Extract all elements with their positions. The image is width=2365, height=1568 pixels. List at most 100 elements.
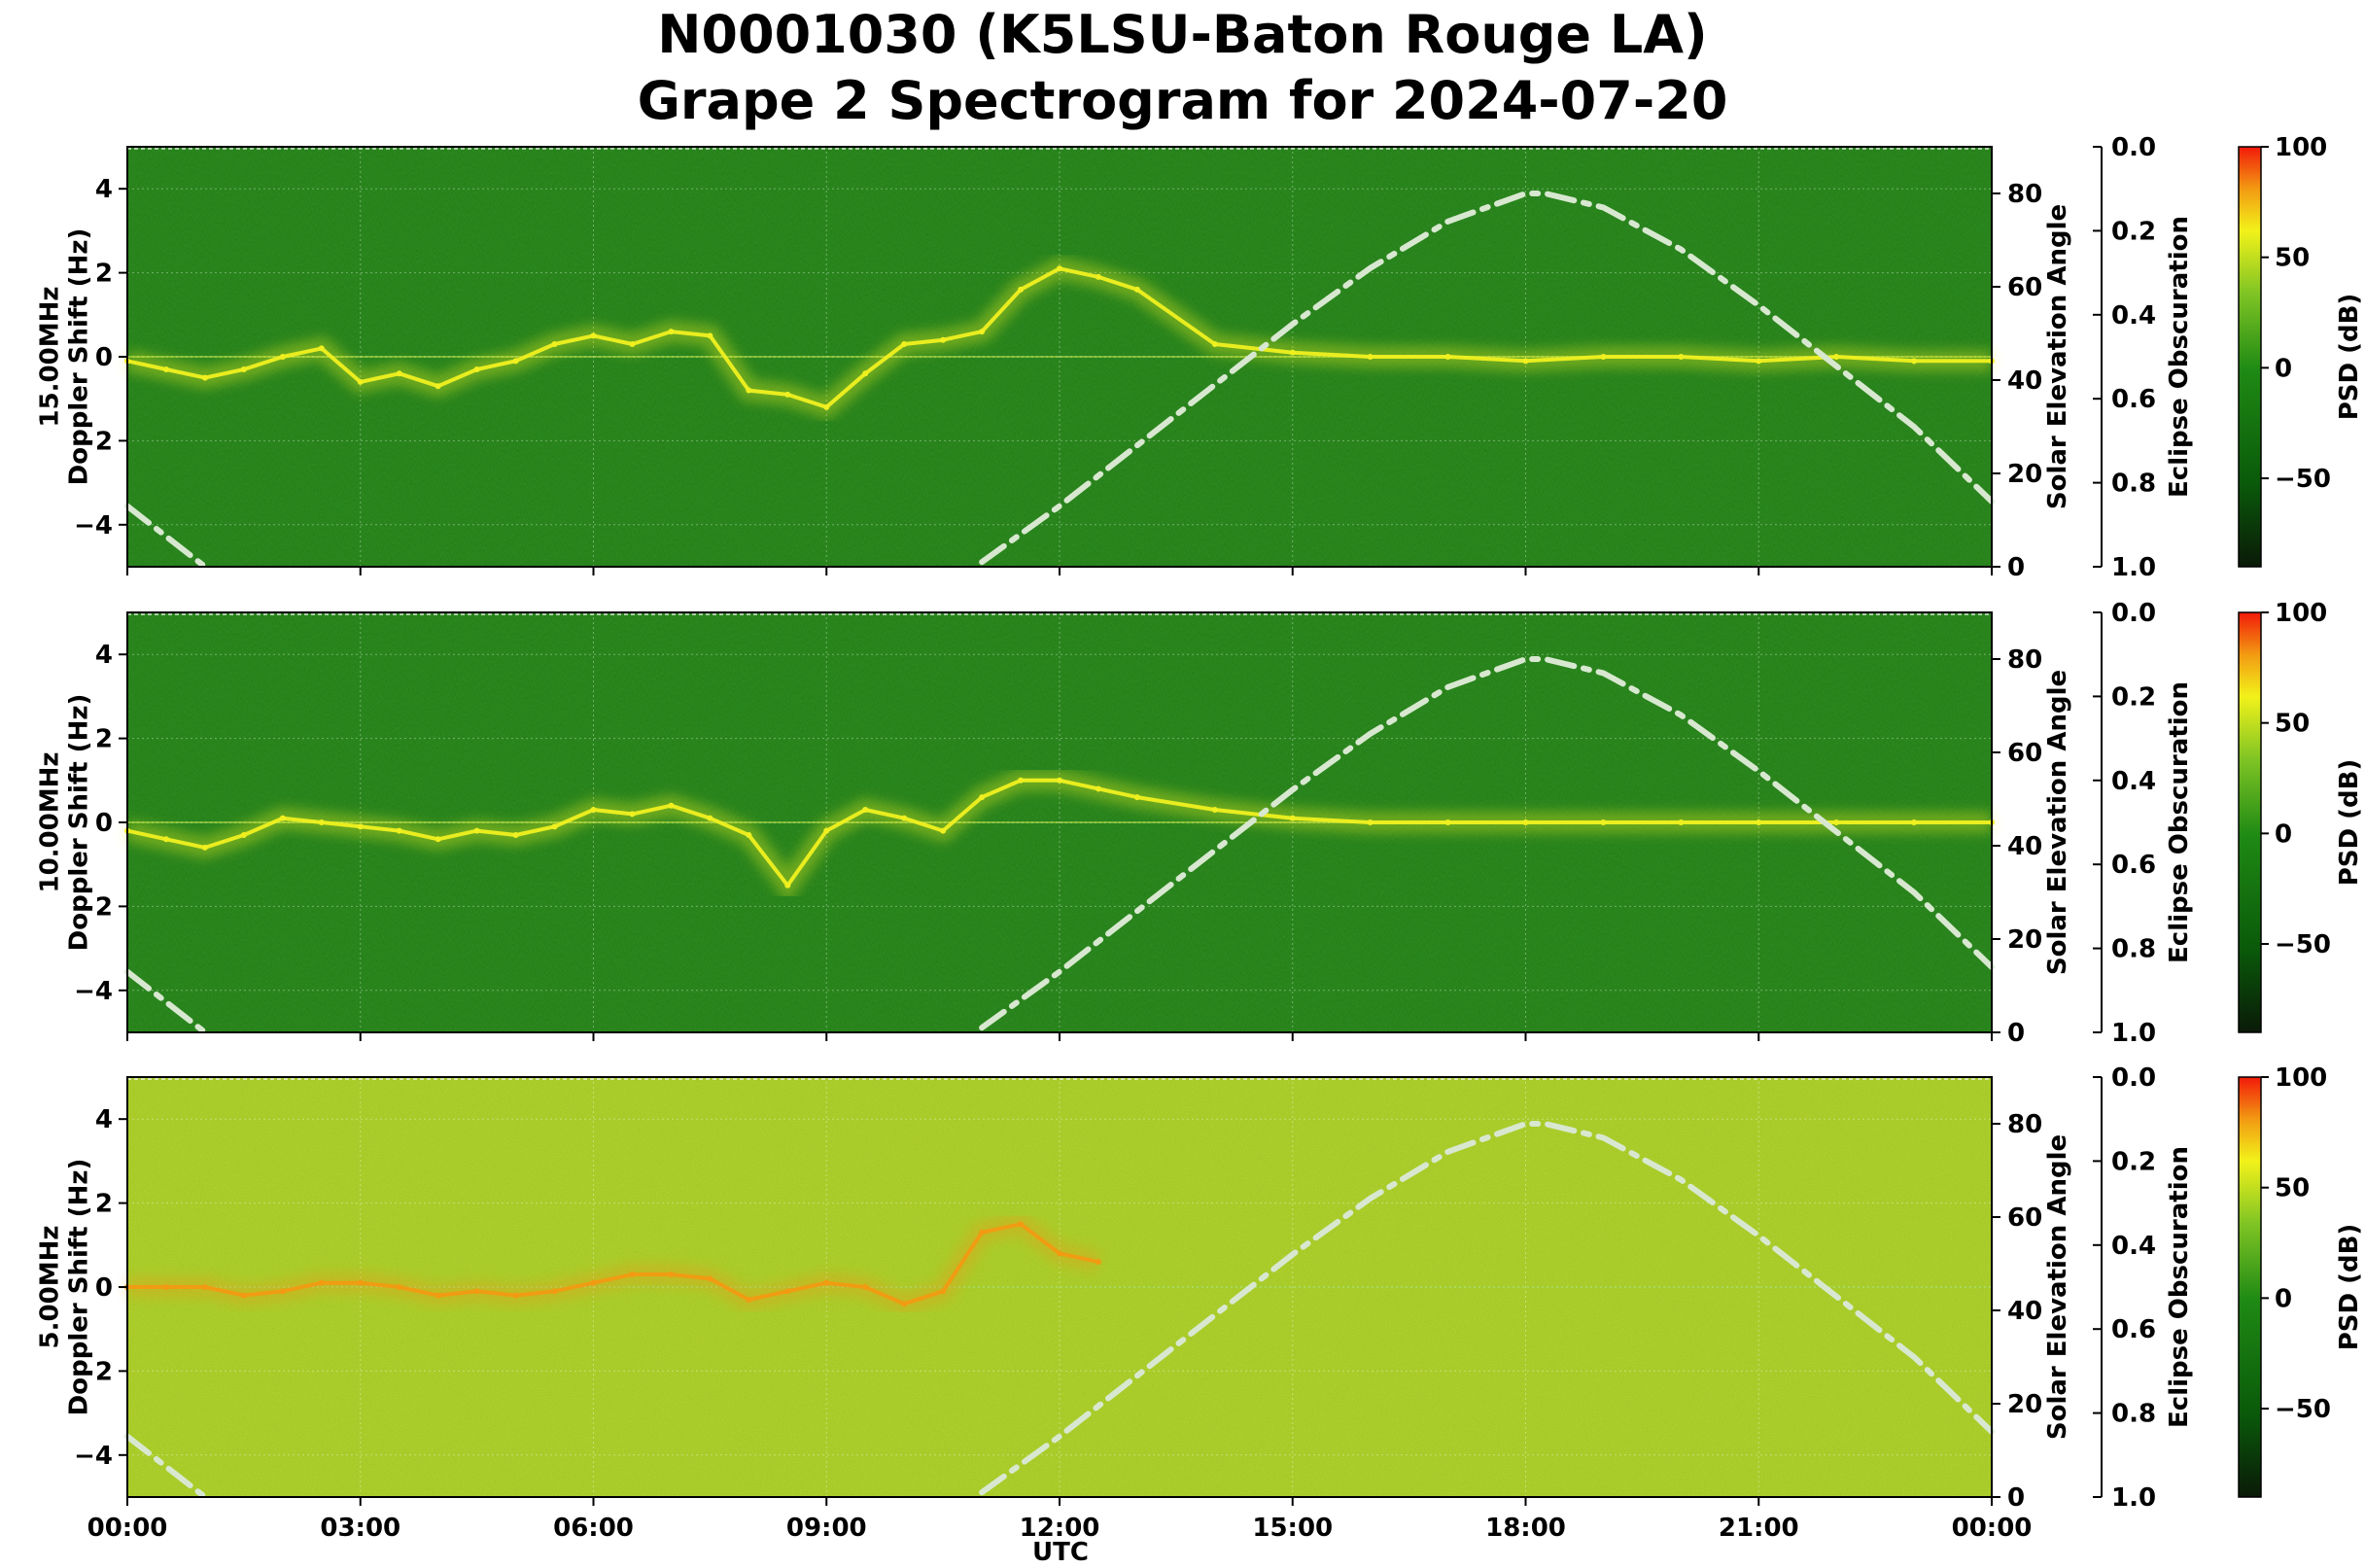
eclipse-tick-label: 0.4	[2111, 1232, 2156, 1261]
elevation-axis-label: Solar Elevation Angle	[2043, 1134, 2072, 1440]
solar-elevation-curve	[979, 1121, 1995, 1496]
doppler-trace-point	[435, 383, 441, 390]
elevation-tick-label: 60	[2007, 273, 2042, 302]
y-axis-label-doppler: Doppler Shift (Hz)	[64, 694, 93, 952]
y-tick-label: 2	[95, 725, 113, 754]
eclipse-tick-label: 0.2	[2111, 1147, 2156, 1176]
y-axis-label-frequency: 15.00MHz	[35, 286, 64, 427]
doppler-trace-point	[1057, 1250, 1062, 1257]
doppler-trace-point	[823, 827, 830, 834]
colorbar-tick-label: 100	[2275, 1063, 2327, 1093]
doppler-trace-point	[862, 1284, 869, 1290]
elevation-tick-label: 20	[2007, 1390, 2042, 1419]
eclipse-tick-label: 1.0	[2111, 553, 2156, 582]
doppler-trace-point	[240, 366, 247, 372]
eclipse-tick-label: 0.8	[2111, 1400, 2156, 1429]
doppler-trace-point	[357, 378, 364, 385]
eclipse-tick-label: 0.6	[2111, 385, 2156, 414]
doppler-trace-point	[512, 358, 519, 365]
x-tick-label: 12:00	[1020, 1514, 1100, 1543]
doppler-trace-point	[473, 827, 480, 834]
doppler-trace-point	[1095, 1259, 1101, 1266]
doppler-trace-point	[979, 329, 986, 335]
doppler-trace-point	[473, 1288, 480, 1295]
eclipse-tick-label: 0.6	[2111, 1315, 2156, 1344]
doppler-trace-point	[396, 370, 402, 377]
doppler-trace-point	[512, 1292, 519, 1299]
eclipse-tick-label: 0.0	[2111, 1063, 2156, 1093]
doppler-trace-point	[940, 827, 947, 834]
elevation-axis-label: Solar Elevation Angle	[2043, 204, 2072, 509]
doppler-trace-point	[201, 844, 208, 851]
colorbar-label: PSD (dB)	[2335, 294, 2364, 421]
y-axis-label-doppler: Doppler Shift (Hz)	[64, 228, 93, 486]
eclipse-tick-label: 0.4	[2111, 301, 2156, 331]
doppler-trace-point	[1678, 819, 1685, 825]
doppler-trace-point	[1289, 349, 1296, 356]
doppler-trace	[126, 778, 1992, 888]
doppler-trace-point	[162, 366, 169, 372]
doppler-trace-point	[1444, 354, 1451, 360]
doppler-trace-point	[746, 831, 752, 838]
doppler-trace-point	[357, 1279, 364, 1286]
elevation-tick-label: 40	[2007, 366, 2042, 396]
doppler-trace-point	[1522, 358, 1529, 365]
doppler-trace-point	[396, 1284, 402, 1290]
doppler-trace-point	[396, 827, 402, 834]
doppler-trace-point	[901, 341, 908, 348]
doppler-trace	[127, 1222, 1099, 1307]
eclipse-tick-label: 1.0	[2111, 1483, 2156, 1513]
doppler-trace-point	[784, 1288, 791, 1295]
doppler-trace-point	[979, 794, 986, 801]
eclipse-tick-label: 0.6	[2111, 851, 2156, 880]
doppler-trace-point	[668, 1272, 675, 1278]
colorbar-tick-label: 0	[2275, 819, 2292, 849]
doppler-trace-point	[318, 1279, 325, 1286]
doppler-trace-point	[1018, 286, 1025, 293]
colorbar-tick-label: 0	[2275, 1284, 2292, 1313]
doppler-trace-point	[1600, 819, 1607, 825]
doppler-trace-point	[979, 1229, 986, 1236]
doppler-trace-point	[590, 332, 597, 339]
doppler-trace-point	[473, 366, 480, 372]
doppler-trace-point	[1018, 777, 1025, 784]
colorbar-tick-label: 100	[2275, 133, 2327, 162]
y-tick-label: −2	[74, 892, 113, 922]
y-tick-label: 0	[95, 1273, 113, 1303]
y-axis-label-frequency: 5.00MHz	[35, 1226, 64, 1349]
doppler-trace-point	[746, 387, 752, 394]
y-tick-label: 2	[95, 260, 113, 289]
doppler-trace-point	[318, 345, 325, 352]
doppler-trace-point	[435, 1292, 441, 1299]
elevation-tick-label: 60	[2007, 1203, 2042, 1233]
doppler-trace-point	[551, 1288, 558, 1295]
doppler-trace-point	[784, 391, 791, 398]
eclipse-tick-label: 0.0	[2111, 133, 2156, 162]
doppler-trace-point	[201, 374, 208, 381]
eclipse-tick-label: 0.2	[2111, 682, 2156, 712]
elevation-tick-label: 0	[2007, 1019, 2025, 1048]
elevation-tick-label: 40	[2007, 1297, 2042, 1326]
x-tick-label: 21:00	[1719, 1514, 1799, 1543]
x-tick-label: 09:00	[786, 1514, 867, 1543]
doppler-trace-point	[901, 1301, 908, 1307]
chart-title-line1: N0001030 (K5LSU-Baton Rouge LA)	[657, 4, 1708, 65]
doppler-trace-point	[279, 1288, 286, 1295]
eclipse-tick-label: 0.8	[2111, 470, 2156, 499]
doppler-trace-point	[940, 336, 947, 343]
doppler-trace-point	[240, 1292, 247, 1299]
colorbar-tick-label: 50	[2275, 710, 2310, 739]
y-tick-label: −4	[74, 1442, 113, 1471]
doppler-trace-point	[1600, 354, 1607, 360]
doppler-trace-point	[512, 831, 519, 838]
doppler-trace-point	[1095, 273, 1101, 280]
doppler-trace-point	[162, 836, 169, 843]
doppler-trace-point	[862, 370, 869, 377]
elevation-tick-label: 80	[2007, 1110, 2042, 1139]
doppler-trace-point	[279, 815, 286, 821]
doppler-trace-point	[1756, 819, 1762, 825]
elevation-tick-label: 80	[2007, 645, 2042, 675]
doppler-trace-point	[1833, 819, 1840, 825]
colorbar-label: PSD (dB)	[2335, 759, 2364, 887]
colorbar-tick-label: −50	[2275, 1395, 2331, 1424]
